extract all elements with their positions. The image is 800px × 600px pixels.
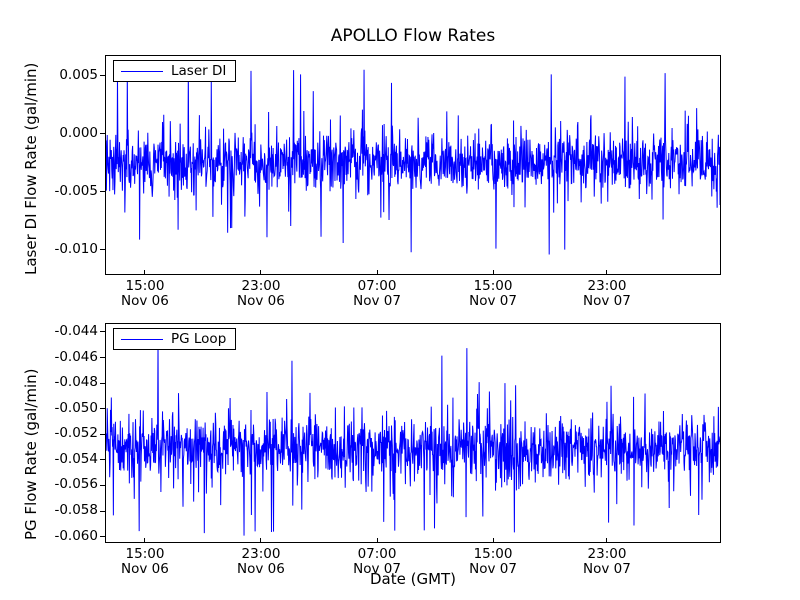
x-tick-mark [492,270,494,275]
x-tick-1: 23:00 Nov 06 [201,547,321,577]
x-tick-date: Nov 07 [583,293,631,309]
x-tick-mark [492,538,494,543]
y-tick-mark [100,331,105,333]
y-tick-mark [100,133,105,135]
x-tick-mark [260,538,262,543]
axes-laser-di [105,55,721,275]
data-line-laser-di [106,67,720,254]
y-tick-mark [100,357,105,359]
legend-pg-loop: PG Loop [113,328,237,350]
y-tick-mark [100,75,105,77]
y-tick-label: -0.060 [54,527,98,544]
laser-di-trace-area [106,56,720,274]
legend-line-icon-pg-loop [121,338,163,340]
x-tick-date: Nov 06 [237,293,285,309]
x-tick-mark [144,538,146,543]
x-tick-mark [144,270,146,275]
legend-line-icon-laser-di [121,70,163,72]
x-tick-date: Nov 07 [583,561,631,577]
y-tick-mark [100,249,105,251]
x-tick-2: 07:00 Nov 07 [317,279,437,309]
x-tick-date: Nov 06 [121,293,169,309]
y-tick-label: -0.010 [54,240,98,257]
y-tick-mark [100,433,105,435]
x-tick-date: Nov 06 [121,561,169,577]
pg-loop-trace-area [106,324,720,542]
x-tick-mark [260,270,262,275]
y-tick-mark [100,536,105,538]
axes-pg-loop [105,323,721,543]
y-tick-mark [100,382,105,384]
x-tick-date: Nov 06 [237,561,285,577]
chart-title: APOLLO Flow Rates [330,26,496,46]
x-tick-date: Nov 07 [353,561,401,577]
y-tick-label: -0.052 [54,425,98,442]
x-tick-date: Nov 07 [353,293,401,309]
y-tick-label: -0.054 [54,450,98,467]
x-tick-date: Nov 07 [469,293,517,309]
y-tick-mark [100,459,105,461]
legend-label-pg-loop: PG Loop [171,331,227,347]
y-tick-mark [100,191,105,193]
y-axis-label-top: Laser DI Flow Rate (gal/min) [22,62,40,275]
y-tick-label: 0.000 [59,124,98,141]
x-tick-mark [376,270,378,275]
x-tick-date: Nov 07 [469,561,517,577]
y-tick-mark [100,510,105,512]
x-tick-time: 15:00 [473,278,513,294]
y-tick-label: -0.050 [54,399,98,416]
x-tick-time: 07:00 [357,278,397,294]
y-tick-label: 0.005 [59,66,98,83]
y-tick-mark [100,484,105,486]
x-tick-time: 15:00 [473,546,513,562]
y-tick-label: -0.005 [54,182,98,199]
data-line-pg-loop [106,339,720,535]
x-tick-time: 07:00 [357,546,397,562]
x-tick-4: 23:00 Nov 07 [547,279,667,309]
x-tick-mark [376,538,378,543]
x-tick-time: 23:00 [587,278,627,294]
x-tick-time: 15:00 [125,278,165,294]
y-axis-label-bottom: PG Flow Rate (gal/min) [22,368,40,540]
y-tick-label: -0.048 [54,374,98,391]
y-tick-label: -0.046 [54,348,98,365]
x-tick-3: 15:00 Nov 07 [433,279,553,309]
x-tick-time: 23:00 [241,546,281,562]
x-tick-1: 23:00 Nov 06 [201,279,321,309]
x-tick-mark [606,270,608,275]
y-tick-label: -0.056 [54,476,98,493]
legend-label-laser-di: Laser DI [171,63,227,79]
y-tick-mark [100,408,105,410]
x-tick-time: 15:00 [125,546,165,562]
legend-laser-di: Laser DI [113,60,237,82]
x-axis-label: Date (GMT) [369,570,457,588]
x-tick-3: 15:00 Nov 07 [433,547,553,577]
x-tick-time: 23:00 [241,278,281,294]
x-tick-2: 07:00 Nov 07 [317,547,437,577]
x-tick-mark [606,538,608,543]
x-tick-0: 15:00 Nov 06 [85,279,205,309]
y-tick-label: -0.058 [54,502,98,519]
y-tick-label: -0.044 [54,322,98,339]
x-tick-time: 23:00 [587,546,627,562]
x-tick-4: 23:00 Nov 07 [547,547,667,577]
x-tick-0: 15:00 Nov 06 [85,547,205,577]
